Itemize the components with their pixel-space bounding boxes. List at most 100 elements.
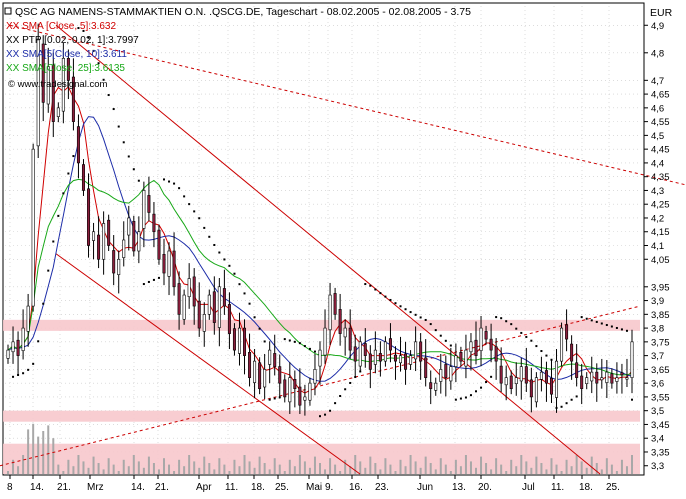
ptp-dot (525, 335, 528, 338)
volume-bar (178, 459, 181, 474)
candle-body (127, 217, 131, 236)
candle-body (248, 352, 252, 378)
volume-bar (147, 456, 150, 474)
x-tick-label: Mrz (87, 482, 104, 493)
header: QSC AG NAMENS-STAMMAKTIEN O.N. .QSCG.DE,… (4, 6, 471, 90)
ptp-dot (399, 305, 402, 308)
candle-body (97, 234, 101, 260)
ptp-dot (414, 313, 417, 316)
volume-bar (550, 458, 553, 474)
volume-bar (399, 459, 402, 474)
x-tick-label: Mai (306, 482, 322, 493)
candle-layer (6, 23, 634, 416)
candle-body (51, 64, 55, 122)
y-tick-label: 3,7 (651, 351, 664, 362)
legend-sma25: XX SMA[Close, 25]:3.6135 (6, 63, 125, 74)
ptp-dot (293, 340, 296, 343)
candle-body (544, 370, 548, 384)
volume-bar (434, 469, 437, 474)
volume-bar (475, 467, 477, 474)
legend-ptp: XX PTP [0.02, 0.02, 1]:3.7997 (6, 35, 139, 46)
volume-bar (127, 466, 130, 474)
candle-body (565, 324, 569, 340)
volume-bar (208, 463, 211, 474)
ptp-dot (485, 381, 488, 384)
volume-bar (223, 464, 226, 474)
candle-body (273, 353, 277, 367)
ptp-dot (313, 350, 316, 353)
candle-body (630, 341, 634, 378)
ptp-dot (384, 295, 387, 298)
candle-body (66, 58, 70, 81)
candle-body (243, 327, 247, 356)
volume-bar (319, 463, 321, 474)
candle-body (479, 327, 483, 351)
candle-body (46, 66, 50, 105)
volume-bar (444, 464, 447, 474)
candle-body (177, 283, 181, 315)
volume-bar (610, 464, 613, 474)
candle-body (21, 327, 25, 351)
volume-bar (72, 466, 75, 474)
ptp-dot (535, 345, 538, 348)
volume-bar (22, 455, 25, 474)
candle-body (570, 343, 574, 362)
volume-bar (303, 461, 306, 474)
candle-body (620, 372, 624, 376)
y-tick-label: 3,95 (651, 282, 670, 293)
candle-body (555, 360, 559, 398)
volume-bar (62, 471, 65, 474)
ptp-dot (434, 329, 437, 332)
volume-bar (369, 456, 372, 474)
volume-bar (27, 429, 30, 474)
ptp-dot (510, 323, 513, 326)
volume-bar (409, 455, 412, 474)
candle-body (192, 276, 196, 307)
y-tick-label: 3,3 (651, 461, 664, 472)
volume-bar (163, 458, 165, 474)
candle-body (404, 353, 408, 370)
candle-body (399, 355, 403, 364)
volume-bar (7, 471, 9, 474)
resistance-zone (3, 319, 640, 331)
candle-body (484, 331, 488, 340)
volume-bar (545, 469, 548, 474)
candle-body (172, 250, 176, 288)
volume-bar (480, 456, 483, 474)
candle-body (26, 305, 30, 332)
ptp-dot (429, 323, 432, 326)
ptp-dot (464, 396, 467, 399)
volume-bar (112, 464, 115, 474)
candle-body (6, 349, 10, 359)
candle-body (575, 362, 579, 378)
y-axis-unit: EUR (650, 7, 673, 19)
candle-body (343, 327, 347, 338)
volume-bar (394, 471, 397, 474)
volume-bar (122, 459, 125, 474)
candle-body (263, 369, 267, 388)
y-tick-label: 3,55 (651, 392, 670, 403)
ptp-dot (394, 302, 397, 305)
volume-bar (631, 455, 633, 474)
ptp-dot (97, 62, 100, 65)
ptp-dot (57, 214, 60, 217)
volume-bar (349, 466, 352, 474)
volume-bar (414, 461, 417, 474)
ptp-dot (203, 226, 206, 229)
ptp-dot (615, 326, 618, 329)
candle-body (117, 258, 121, 275)
volume-bar (384, 458, 387, 474)
candle-body (600, 377, 604, 381)
y-tick-label: 3,5 (651, 406, 664, 417)
ptp-dot (349, 381, 352, 384)
volume-bar (218, 458, 221, 474)
candle-body (368, 353, 372, 370)
ptp-dot (500, 317, 503, 320)
volume-bar (17, 466, 20, 474)
ptp-dot (228, 264, 231, 267)
candle-body (388, 338, 392, 351)
ptp-dot (107, 94, 110, 97)
volume-bar (37, 436, 40, 474)
volume-bar (32, 423, 35, 474)
